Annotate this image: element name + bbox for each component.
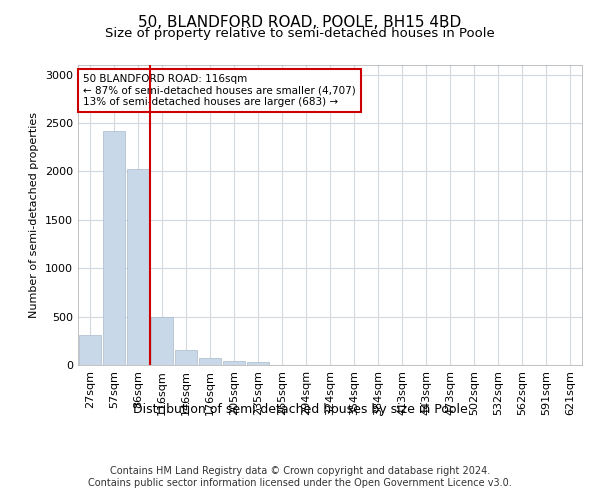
Bar xyxy=(103,131,125,365)
Bar xyxy=(223,360,245,365)
Text: Contains HM Land Registry data © Crown copyright and database right 2024.
Contai: Contains HM Land Registry data © Crown c… xyxy=(88,466,512,487)
Bar xyxy=(127,169,149,365)
Text: Distribution of semi-detached houses by size in Poole: Distribution of semi-detached houses by … xyxy=(133,402,467,415)
Y-axis label: Number of semi-detached properties: Number of semi-detached properties xyxy=(29,112,40,318)
Bar xyxy=(247,362,269,365)
Text: Size of property relative to semi-detached houses in Poole: Size of property relative to semi-detach… xyxy=(105,28,495,40)
Text: 50 BLANDFORD ROAD: 116sqm
← 87% of semi-detached houses are smaller (4,707)
13% : 50 BLANDFORD ROAD: 116sqm ← 87% of semi-… xyxy=(83,74,356,107)
Bar xyxy=(175,350,197,365)
Bar xyxy=(199,358,221,365)
Bar xyxy=(79,336,101,365)
Text: 50, BLANDFORD ROAD, POOLE, BH15 4BD: 50, BLANDFORD ROAD, POOLE, BH15 4BD xyxy=(139,15,461,30)
Bar xyxy=(151,316,173,365)
